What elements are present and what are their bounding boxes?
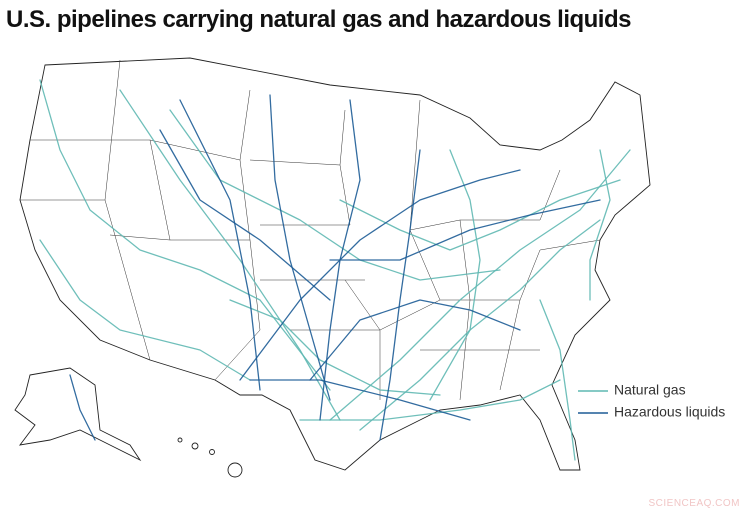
liquid-pipeline	[249, 379, 471, 421]
liquid-pipeline	[239, 169, 521, 381]
liquid-pipeline	[379, 149, 421, 441]
gas-pipeline	[429, 149, 481, 401]
gas-pipeline	[119, 89, 341, 421]
gas-pipeline	[539, 299, 576, 461]
pipelines	[39, 79, 631, 461]
alaska	[14, 367, 142, 462]
title: U.S. pipelines carrying natural gas and …	[6, 6, 631, 33]
legend-label: Hazardous liquids	[614, 404, 725, 420]
liquid-pipeline	[159, 129, 331, 301]
gas-pipeline	[359, 219, 601, 431]
gas-pipeline	[169, 109, 501, 281]
gas-pipeline	[339, 179, 621, 251]
liquid-pipeline	[69, 374, 96, 441]
gas-pipeline	[229, 299, 441, 396]
gas-pipeline	[589, 149, 611, 301]
watermark: SCIENCEAQ.COM	[648, 498, 740, 509]
gas-pipeline	[299, 379, 561, 421]
state-borders	[20, 59, 601, 401]
gas-pipeline	[39, 239, 251, 381]
legend-label: Natural gas	[614, 382, 686, 398]
gas-pipeline	[329, 149, 631, 421]
gas-pipeline	[39, 79, 331, 391]
us-outline	[19, 57, 651, 471]
liquid-pipeline	[309, 299, 521, 381]
liquid-pipeline	[329, 199, 601, 261]
hawaii	[177, 437, 243, 478]
liquid-pipeline	[269, 94, 331, 401]
liquid-pipeline	[179, 99, 261, 391]
